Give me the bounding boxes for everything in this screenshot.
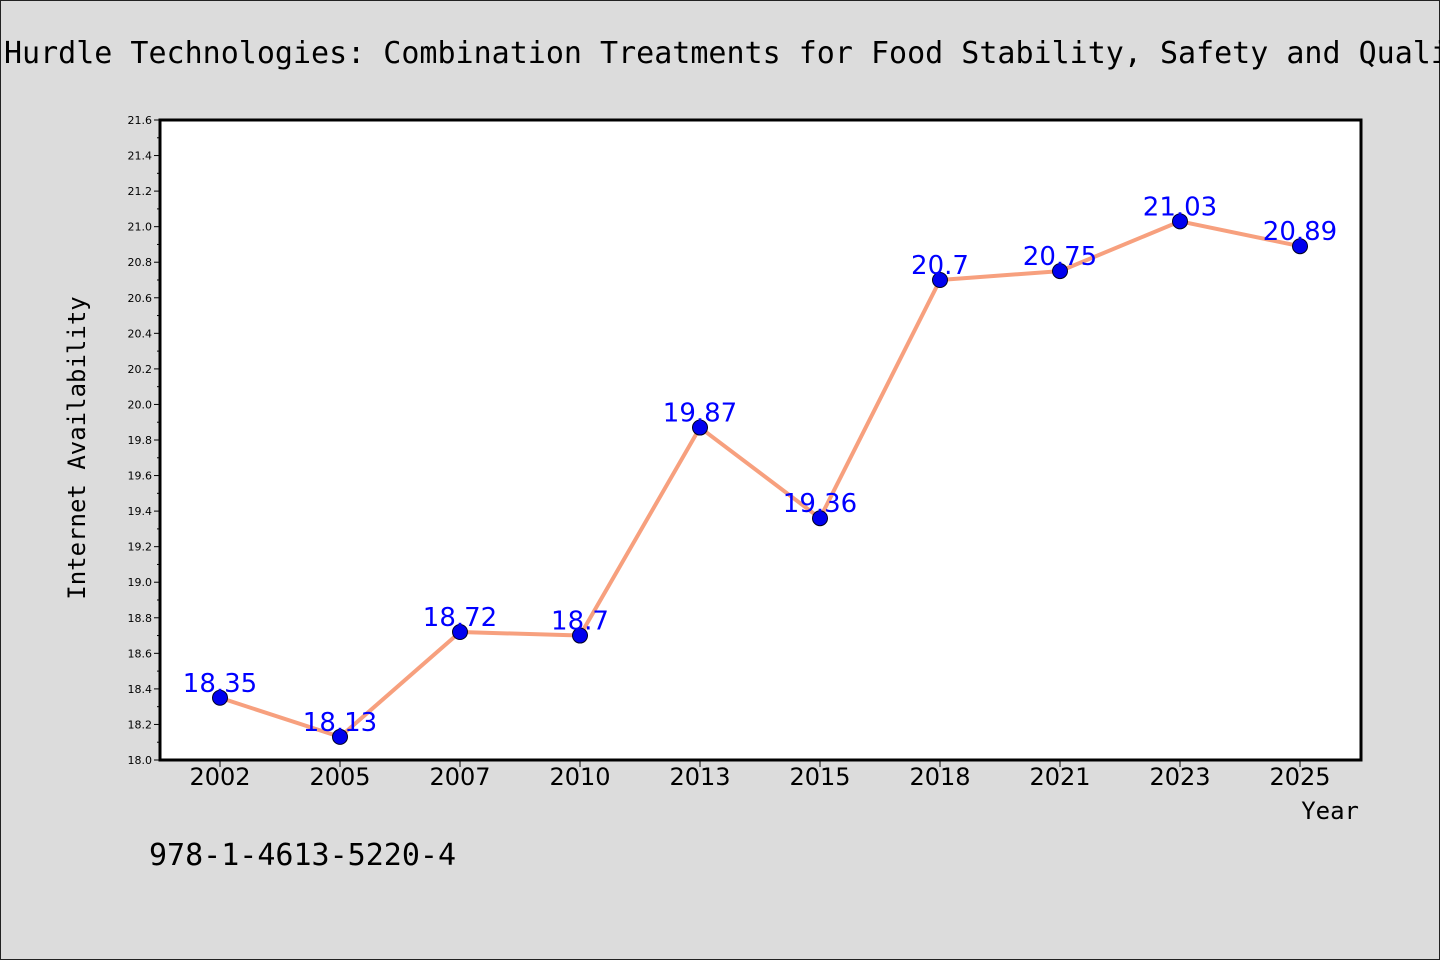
data-point xyxy=(332,728,348,745)
y-tick-label: 20.0 xyxy=(128,398,153,411)
y-tick-label: 18.6 xyxy=(128,647,153,660)
y-tick-label: 20.4 xyxy=(128,327,153,340)
x-tick-label: 2007 xyxy=(429,763,490,791)
data-point xyxy=(1052,263,1068,280)
y-axis: 18.0 18.2 18.4 18.6 18.8 19.0 19.2 19.4 19.6 19.8… xyxy=(128,114,160,767)
data-points xyxy=(212,213,1308,745)
data-point xyxy=(572,627,588,644)
x-tick-label: 2025 xyxy=(1269,763,1330,791)
data-point xyxy=(932,272,948,288)
x-tick-label: 2018 xyxy=(909,763,970,791)
data-point xyxy=(1292,238,1308,255)
y-tick-label: 18.0 xyxy=(128,754,153,767)
data-point xyxy=(1172,213,1188,230)
data-label: 19.87 xyxy=(663,399,737,429)
data-label: 19.36 xyxy=(783,489,857,519)
y-tick-label: 19.4 xyxy=(128,505,153,518)
y-tick-label: 21.6 xyxy=(128,114,153,127)
x-tick-label: 2013 xyxy=(669,763,730,791)
data-point xyxy=(212,689,228,706)
data-labels: 18.35 18.13 18.72 18.7 19.87 19.36 20.7 20.75 21… xyxy=(183,192,1337,738)
x-tick-label: 2021 xyxy=(1029,763,1090,791)
x-tick-label: 2002 xyxy=(189,763,250,791)
y-tick-label: 21.2 xyxy=(128,185,153,198)
data-point xyxy=(812,510,828,527)
y-tick-label: 21.4 xyxy=(128,150,153,163)
y-tick-label: 19.8 xyxy=(128,434,153,447)
chart-title: Hurdle Technologies: Combination Treatme… xyxy=(4,36,1440,71)
y-tick-label: 19.2 xyxy=(128,541,153,554)
y-tick-label: 20.8 xyxy=(128,256,153,269)
series-line xyxy=(219,219,1301,739)
x-tick-label: 2010 xyxy=(549,763,610,791)
y-axis-label: Internet Availability xyxy=(63,296,91,599)
data-label: 20.89 xyxy=(1263,217,1337,247)
data-label: 18.7 xyxy=(551,607,609,637)
plot-area xyxy=(158,118,1363,762)
x-tick-label: 2015 xyxy=(789,763,850,791)
y-tick-label: 19.0 xyxy=(128,576,153,589)
y-tick-label: 18.4 xyxy=(128,683,153,696)
data-label: 21.03 xyxy=(1143,192,1217,222)
x-tick-label: 2023 xyxy=(1149,763,1210,791)
isbn-text: 978-1-4613-5220-4 xyxy=(149,838,456,873)
x-axis: 2002 2005 2007 2010 2013 2015 2018 2021 2023 2025 xyxy=(189,760,1331,791)
y-tick-label: 18.8 xyxy=(128,612,153,625)
y-tick-label: 18.2 xyxy=(128,718,153,731)
data-label: 18.72 xyxy=(423,603,497,633)
data-label: 20.75 xyxy=(1023,242,1097,272)
x-axis-label: Year xyxy=(1301,797,1359,825)
y-tick-label: 20.6 xyxy=(128,292,153,305)
y-tick-label: 19.6 xyxy=(128,470,153,483)
data-label: 20.7 xyxy=(911,251,969,281)
data-point xyxy=(692,419,708,436)
y-tick-label: 21.0 xyxy=(128,221,153,234)
data-label: 18.35 xyxy=(183,669,257,699)
x-tick-label: 2005 xyxy=(309,763,370,791)
data-point xyxy=(452,624,468,640)
y-tick-label: 20.2 xyxy=(128,363,153,376)
data-label: 18.13 xyxy=(303,708,377,738)
